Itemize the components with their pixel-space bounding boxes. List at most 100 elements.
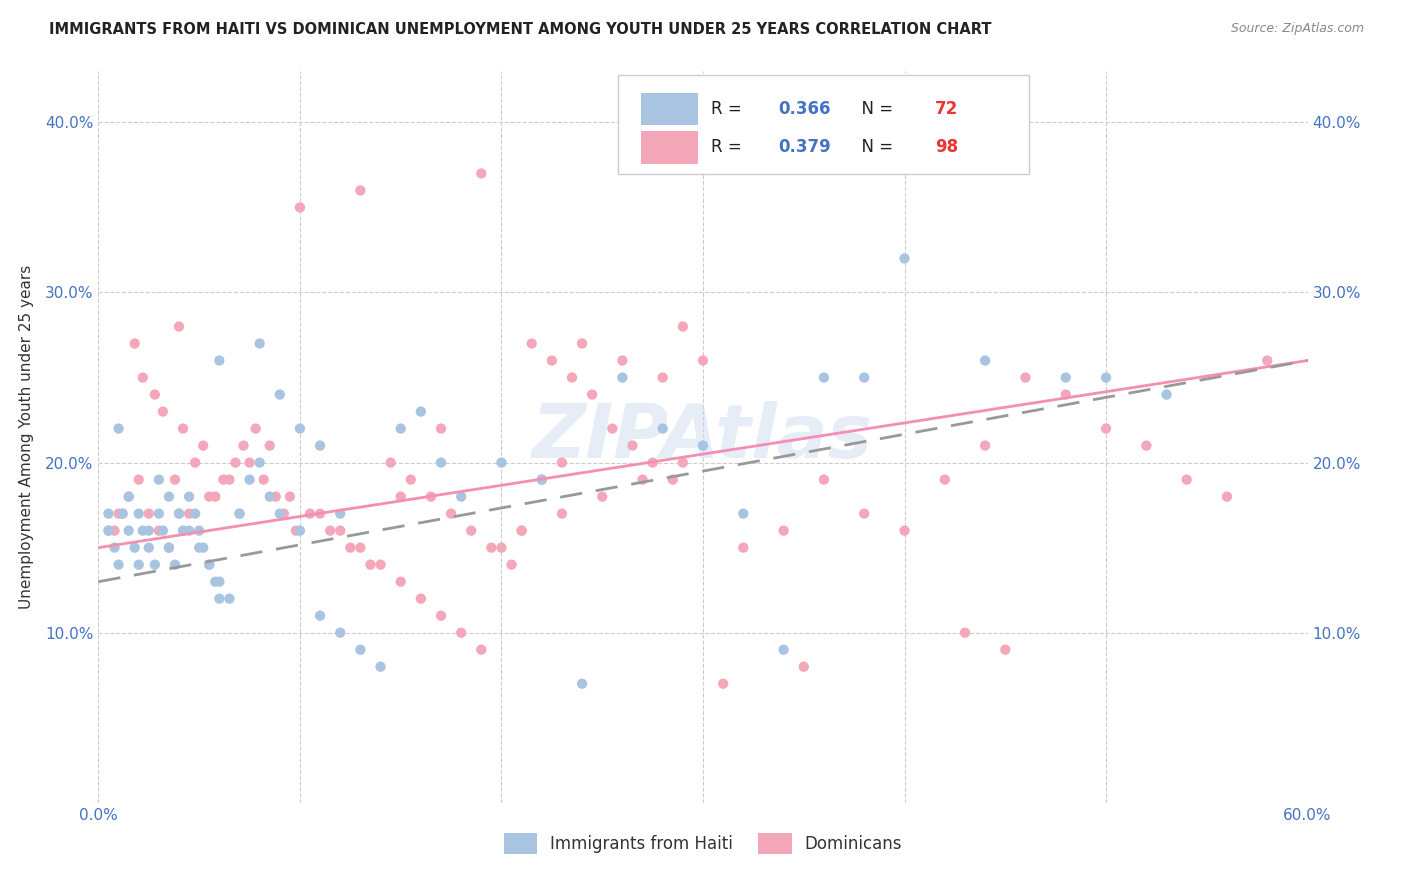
Point bbox=[148, 473, 170, 487]
Point bbox=[440, 507, 463, 521]
Point bbox=[103, 524, 125, 538]
Point bbox=[551, 456, 574, 470]
Point bbox=[591, 490, 613, 504]
Point bbox=[974, 353, 997, 368]
Point bbox=[1095, 370, 1118, 384]
Point bbox=[974, 439, 997, 453]
Point bbox=[450, 490, 472, 504]
Point bbox=[228, 507, 250, 521]
Point bbox=[672, 456, 695, 470]
Point bbox=[612, 370, 634, 384]
Text: 0.379: 0.379 bbox=[778, 138, 831, 156]
Point bbox=[249, 456, 271, 470]
Point bbox=[319, 524, 342, 538]
Point bbox=[167, 507, 190, 521]
Point bbox=[284, 524, 307, 538]
Point bbox=[470, 642, 492, 657]
Text: ZIPAtlas: ZIPAtlas bbox=[533, 401, 873, 474]
Point bbox=[179, 490, 201, 504]
Point bbox=[420, 490, 443, 504]
Point bbox=[111, 507, 134, 521]
Point bbox=[339, 541, 361, 555]
Point bbox=[218, 473, 240, 487]
Point bbox=[269, 387, 291, 401]
Point bbox=[143, 558, 166, 572]
Point bbox=[157, 541, 180, 555]
Point bbox=[409, 404, 432, 418]
Point bbox=[934, 473, 956, 487]
Point bbox=[259, 490, 281, 504]
Point bbox=[380, 456, 402, 470]
Point bbox=[1156, 387, 1178, 401]
Point bbox=[103, 541, 125, 555]
Point bbox=[259, 439, 281, 453]
Point bbox=[198, 558, 221, 572]
Point bbox=[208, 591, 231, 606]
Point bbox=[530, 473, 553, 487]
Point bbox=[288, 201, 311, 215]
Point bbox=[204, 574, 226, 589]
Text: N =: N = bbox=[851, 138, 898, 156]
Point bbox=[460, 524, 482, 538]
Text: R =: R = bbox=[711, 100, 748, 118]
Point bbox=[571, 677, 593, 691]
Point bbox=[621, 439, 644, 453]
Point bbox=[208, 574, 231, 589]
Point bbox=[571, 336, 593, 351]
Point bbox=[148, 524, 170, 538]
Point bbox=[813, 473, 835, 487]
Point bbox=[163, 473, 186, 487]
Point bbox=[661, 473, 683, 487]
Point bbox=[329, 625, 352, 640]
Point bbox=[551, 507, 574, 521]
Point bbox=[994, 642, 1017, 657]
Point bbox=[491, 456, 513, 470]
Point bbox=[510, 524, 533, 538]
Point bbox=[288, 524, 311, 538]
Point bbox=[793, 659, 815, 673]
Point bbox=[349, 642, 371, 657]
Point bbox=[107, 507, 129, 521]
Point bbox=[264, 490, 287, 504]
Point bbox=[813, 370, 835, 384]
Point bbox=[118, 490, 141, 504]
Point bbox=[309, 439, 332, 453]
Point bbox=[893, 524, 915, 538]
Point bbox=[501, 558, 523, 572]
Point bbox=[329, 507, 352, 521]
Point bbox=[430, 456, 453, 470]
Point bbox=[172, 524, 194, 538]
Point bbox=[349, 183, 371, 197]
Point bbox=[1054, 387, 1077, 401]
Point bbox=[409, 591, 432, 606]
Point bbox=[1175, 473, 1198, 487]
FancyBboxPatch shape bbox=[641, 131, 699, 163]
Point bbox=[107, 421, 129, 435]
Point bbox=[733, 541, 755, 555]
Point bbox=[631, 473, 654, 487]
Point bbox=[157, 541, 180, 555]
Point bbox=[711, 677, 734, 691]
Point bbox=[253, 473, 276, 487]
Point bbox=[1135, 439, 1157, 453]
Point bbox=[299, 507, 322, 521]
Point bbox=[198, 490, 221, 504]
Point bbox=[152, 404, 174, 418]
Point bbox=[132, 524, 155, 538]
Point bbox=[208, 353, 231, 368]
Point bbox=[1014, 370, 1036, 384]
FancyBboxPatch shape bbox=[619, 75, 1029, 174]
Point bbox=[188, 541, 211, 555]
Point bbox=[118, 524, 141, 538]
Point bbox=[360, 558, 382, 572]
Point bbox=[853, 507, 876, 521]
Point bbox=[273, 507, 295, 521]
Point bbox=[733, 507, 755, 521]
Point bbox=[520, 336, 543, 351]
Point bbox=[179, 507, 201, 521]
Point bbox=[1256, 353, 1278, 368]
Point bbox=[128, 558, 150, 572]
Point bbox=[491, 541, 513, 555]
Point bbox=[370, 558, 392, 572]
Point bbox=[179, 524, 201, 538]
